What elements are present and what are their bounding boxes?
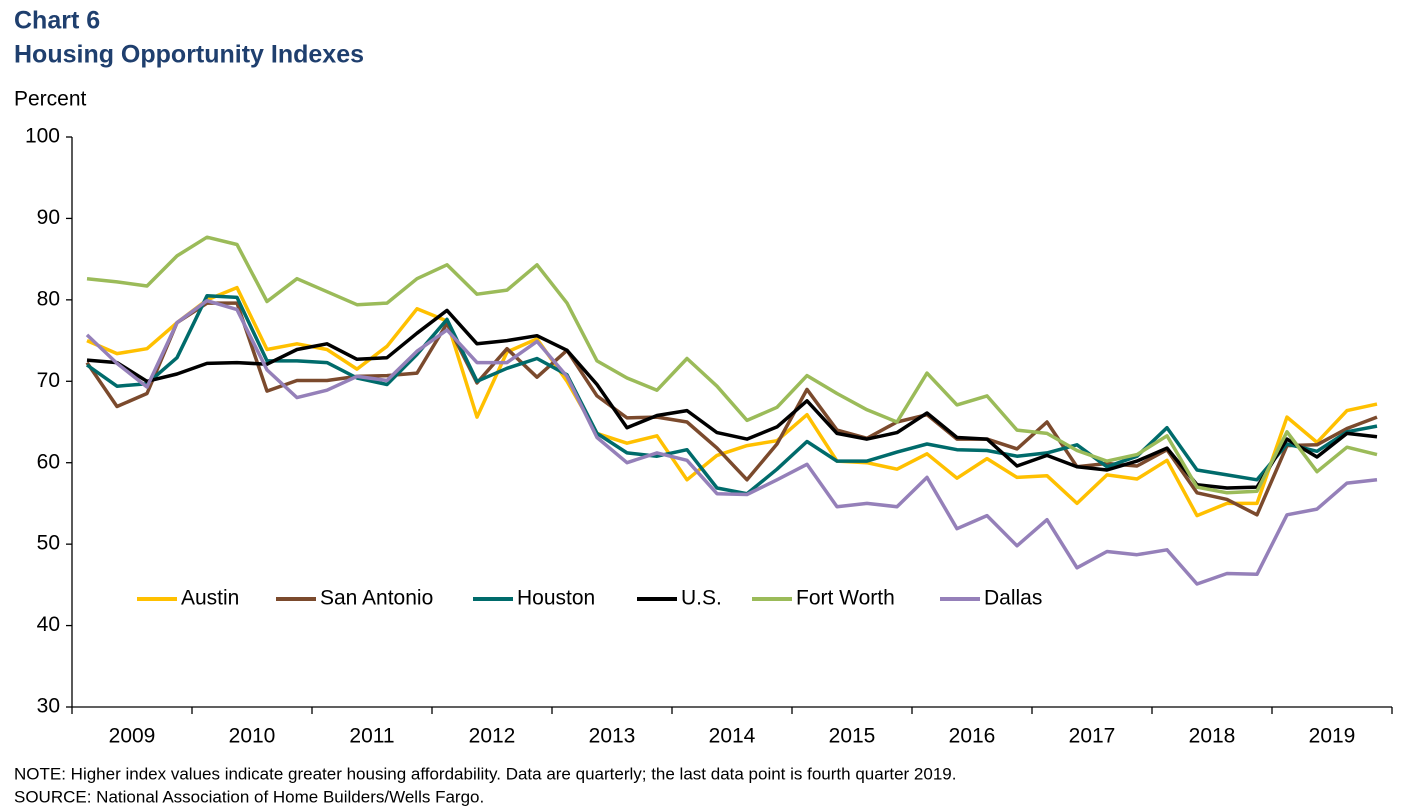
series-line bbox=[85, 298, 1378, 586]
y-tick-label: 70 bbox=[37, 369, 60, 392]
chart-subtitle: Housing Opportunity Indexes bbox=[14, 41, 364, 69]
y-tick-label: 50 bbox=[37, 532, 60, 555]
x-tick-label: 2018 bbox=[1189, 725, 1236, 748]
x-tick-label: 2019 bbox=[1309, 725, 1356, 748]
legend-label: U.S. bbox=[681, 587, 722, 610]
x-tick-label: 2009 bbox=[109, 725, 156, 748]
legend-label: Fort Worth bbox=[796, 587, 895, 610]
series-line bbox=[85, 301, 1378, 517]
y-tick-label: 60 bbox=[37, 450, 60, 473]
x-tick-label: 2016 bbox=[949, 725, 996, 748]
y-axis-label: Percent bbox=[14, 88, 87, 111]
x-tick-label: 2010 bbox=[229, 725, 276, 748]
series-line bbox=[86, 308, 1378, 490]
y-tick-label: 30 bbox=[37, 695, 60, 718]
y-tick-label: 90 bbox=[37, 206, 60, 229]
legend-label: Austin bbox=[181, 587, 239, 610]
legend-label: Houston bbox=[517, 587, 595, 610]
note: NOTE: Higher index values indicate great… bbox=[14, 764, 956, 783]
x-tick-label: 2017 bbox=[1069, 725, 1116, 748]
source: SOURCE: National Association of Home Bui… bbox=[14, 787, 484, 806]
series-line bbox=[86, 235, 1378, 495]
series-line bbox=[85, 294, 1378, 496]
y-tick-label: 100 bbox=[25, 125, 60, 148]
series-line bbox=[86, 285, 1378, 518]
y-tick-label: 80 bbox=[37, 287, 60, 310]
chart-title: Chart 6 bbox=[14, 7, 100, 35]
x-tick-label: 2013 bbox=[589, 725, 636, 748]
x-tick-label: 2015 bbox=[829, 725, 876, 748]
x-tick-label: 2012 bbox=[469, 725, 516, 748]
y-tick-label: 40 bbox=[37, 613, 60, 636]
x-tick-label: 2011 bbox=[349, 725, 394, 748]
legend-label: San Antonio bbox=[320, 587, 433, 610]
legend-label: Dallas bbox=[984, 587, 1042, 610]
x-tick-label: 2014 bbox=[709, 725, 756, 748]
